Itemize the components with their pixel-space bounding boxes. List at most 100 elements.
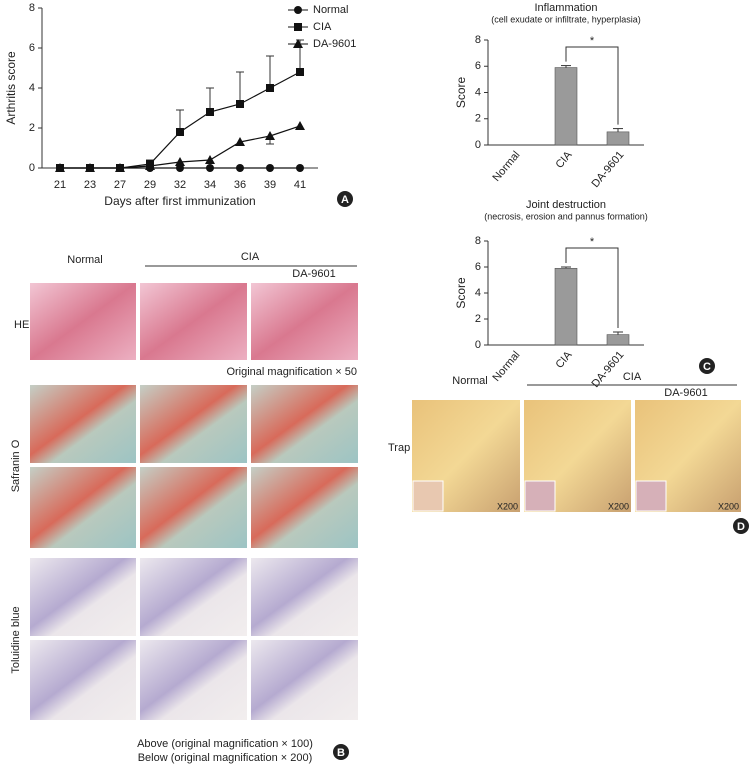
marker (265, 131, 275, 140)
image (140, 467, 247, 548)
x-tick-label: CIA (554, 349, 575, 371)
note: Above (original magnification × 100) (137, 738, 313, 750)
marker (294, 23, 302, 31)
y-tick-label: 4 (29, 82, 35, 94)
y-tick-label: 6 (29, 42, 35, 54)
column-label: DA-9601 (664, 387, 707, 399)
column-label: Normal (452, 375, 487, 387)
image (251, 558, 358, 636)
marker (295, 121, 305, 130)
panel-badge (333, 744, 349, 760)
y-tick-label: 0 (475, 139, 481, 151)
panel-label: D (737, 521, 745, 533)
x-tick-label: Normal (491, 349, 523, 384)
significance-mark: * (590, 35, 595, 47)
marker (294, 6, 302, 14)
image (251, 385, 358, 463)
y-tick-label: 6 (475, 60, 481, 72)
x-tick-label: CIA (554, 149, 575, 171)
x-tick-label: 34 (204, 179, 216, 191)
x-tick-label: 36 (234, 179, 246, 191)
y-tick-label: 4 (475, 86, 481, 98)
bar (606, 334, 630, 346)
marker (296, 68, 304, 76)
marker (266, 164, 274, 172)
image (140, 385, 247, 463)
image (30, 558, 136, 636)
chart-subtitle: (cell exudate or infiltrate, hyperplasia… (491, 14, 641, 24)
panel-badge (337, 191, 353, 207)
x-tick-label: 41 (294, 179, 306, 191)
x-tick-label: 39 (264, 179, 276, 191)
column-label: Normal (67, 254, 102, 266)
marker (206, 164, 214, 172)
column-label: CIA (623, 371, 642, 383)
marker (175, 157, 185, 166)
row-label: Trap (388, 442, 410, 454)
x-tick-label: 23 (84, 179, 96, 191)
magnification: X200 (718, 501, 739, 511)
image (30, 640, 136, 720)
legend-label: DA-9601 (313, 38, 356, 50)
chart-subtitle: (necrosis, erosion and pannus formation) (484, 211, 648, 221)
y-axis-label: Arthritis score (4, 51, 18, 125)
trap-images (412, 384, 741, 512)
panel-label: C (703, 361, 711, 373)
bar (554, 267, 578, 346)
marker (205, 155, 215, 164)
column-label: DA-9601 (292, 268, 335, 280)
row-label: Safranin O (10, 439, 22, 492)
y-tick-label: 2 (475, 313, 481, 325)
panel-label: A (341, 194, 349, 206)
image (251, 467, 358, 548)
x-tick-label: Normal (491, 149, 523, 184)
y-tick-label: 8 (475, 235, 481, 247)
image (30, 385, 136, 463)
marker (145, 161, 155, 170)
y-tick-label: 4 (475, 287, 481, 299)
x-tick-label: DA-9601 (589, 149, 626, 190)
marker (206, 108, 214, 116)
magnification: X200 (608, 501, 629, 511)
inset (524, 480, 556, 512)
x-tick-label: 27 (114, 179, 126, 191)
y-tick-label: 2 (475, 113, 481, 125)
image (140, 640, 247, 720)
note: Original magnification × 50 (226, 366, 357, 378)
histology-images (30, 265, 358, 720)
significance-bracket (565, 247, 619, 328)
marker (293, 39, 303, 48)
chart-title: Joint destruction (526, 199, 606, 211)
marker (266, 84, 274, 92)
y-tick-label: 8 (29, 2, 35, 14)
row-label: Toluidine blue (10, 606, 22, 673)
panel-label: B (337, 747, 345, 759)
image (140, 558, 247, 636)
row-label: HE (14, 319, 29, 331)
note: Below (original magnification × 200) (138, 752, 313, 764)
y-tick-label: 8 (475, 34, 481, 46)
y-axis-label: Score (454, 77, 468, 109)
legend-label: CIA (313, 21, 332, 33)
y-axis-label: Score (454, 277, 468, 309)
marker (176, 128, 184, 136)
bar (554, 67, 578, 146)
inset (635, 480, 667, 512)
y-tick-label: 2 (29, 122, 35, 134)
panel-badge (733, 518, 749, 534)
x-tick-label: 32 (174, 179, 186, 191)
x-axis-label: Days after first immunization (104, 194, 255, 208)
image (30, 283, 136, 360)
legend-label: Normal (313, 4, 348, 16)
marker (236, 164, 244, 172)
x-tick-label: DA-9601 (589, 349, 626, 390)
image (140, 283, 247, 360)
y-tick-label: 0 (475, 339, 481, 351)
significance-bracket (565, 46, 619, 125)
inset (412, 480, 444, 512)
marker (296, 164, 304, 172)
panel-badge (699, 358, 715, 374)
marker (85, 163, 95, 172)
significance-mark: * (590, 236, 595, 248)
